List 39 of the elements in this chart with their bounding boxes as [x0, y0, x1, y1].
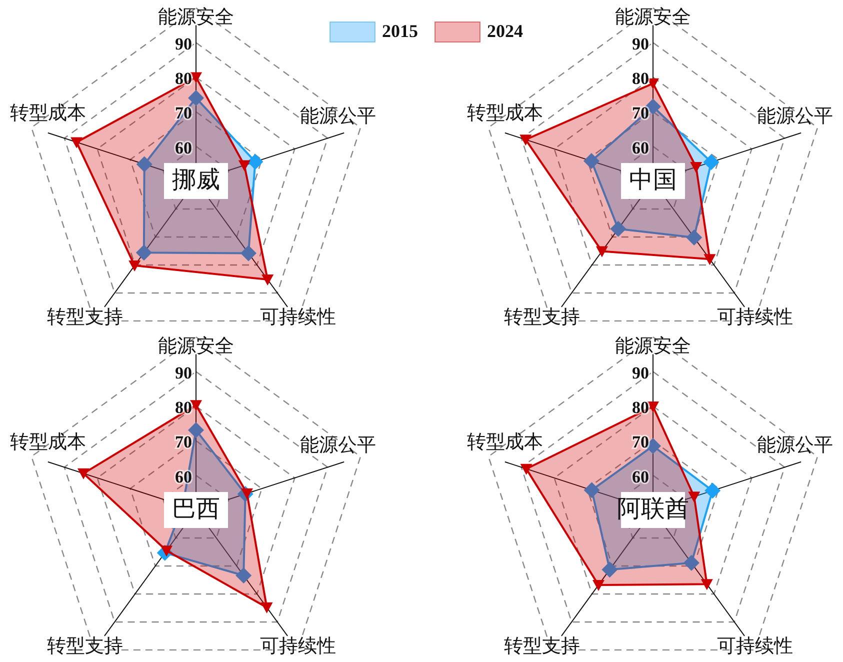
text: 巴西 — [172, 496, 220, 523]
spoke-label: 转型成本 — [10, 102, 86, 124]
spoke-label: 可持续性 — [716, 306, 793, 328]
spoke-label: 能源公平 — [757, 434, 834, 456]
spoke-label: 转型支持 — [504, 635, 580, 658]
y-tick-label: 60 — [175, 138, 192, 158]
spoke-label: 转型支持 — [47, 306, 124, 328]
spoke-label: 转型成本 — [466, 430, 543, 453]
y-tick-label: 80 — [632, 69, 649, 88]
y-tick-label: 80 — [175, 69, 192, 88]
spoke-label: 转型成本 — [10, 430, 86, 453]
spoke-label: 可持续性 — [260, 306, 336, 328]
text: 阿联酋 — [617, 496, 689, 523]
y-tick-label: 90 — [632, 364, 649, 383]
y-tick-label: 60 — [632, 138, 649, 158]
text: 中国 — [629, 168, 677, 194]
spoke-label: 转型支持 — [504, 306, 580, 328]
text: 挪威 — [172, 168, 220, 194]
y-tick-label: 90 — [175, 364, 192, 383]
spoke-label: 能源公平 — [300, 434, 376, 456]
y-tick-label: 70 — [175, 432, 192, 452]
spoke-label: 能源公平 — [757, 104, 834, 127]
spoke-label: 可持续性 — [716, 635, 793, 658]
spoke-label: 转型成本 — [466, 102, 543, 124]
spoke-label: 能源安全 — [158, 6, 234, 28]
legend-label: 2024 — [487, 21, 523, 42]
y-tick-label: 80 — [175, 398, 192, 418]
spoke-label: 能源安全 — [615, 6, 691, 28]
spoke-label: 可持续性 — [260, 635, 336, 658]
spoke-label: 能源公平 — [300, 104, 376, 127]
spoke-label: 能源安全 — [158, 335, 234, 358]
y-tick-label: 90 — [175, 34, 192, 54]
y-tick-label: 80 — [632, 398, 649, 418]
y-tick-label: 70 — [632, 432, 649, 452]
spoke-label: 转型支持 — [47, 635, 124, 658]
y-tick-label: 60 — [632, 467, 649, 486]
y-tick-label: 90 — [632, 34, 649, 54]
legend-label: 2015 — [382, 21, 418, 42]
spoke-label: 能源安全 — [615, 335, 691, 358]
